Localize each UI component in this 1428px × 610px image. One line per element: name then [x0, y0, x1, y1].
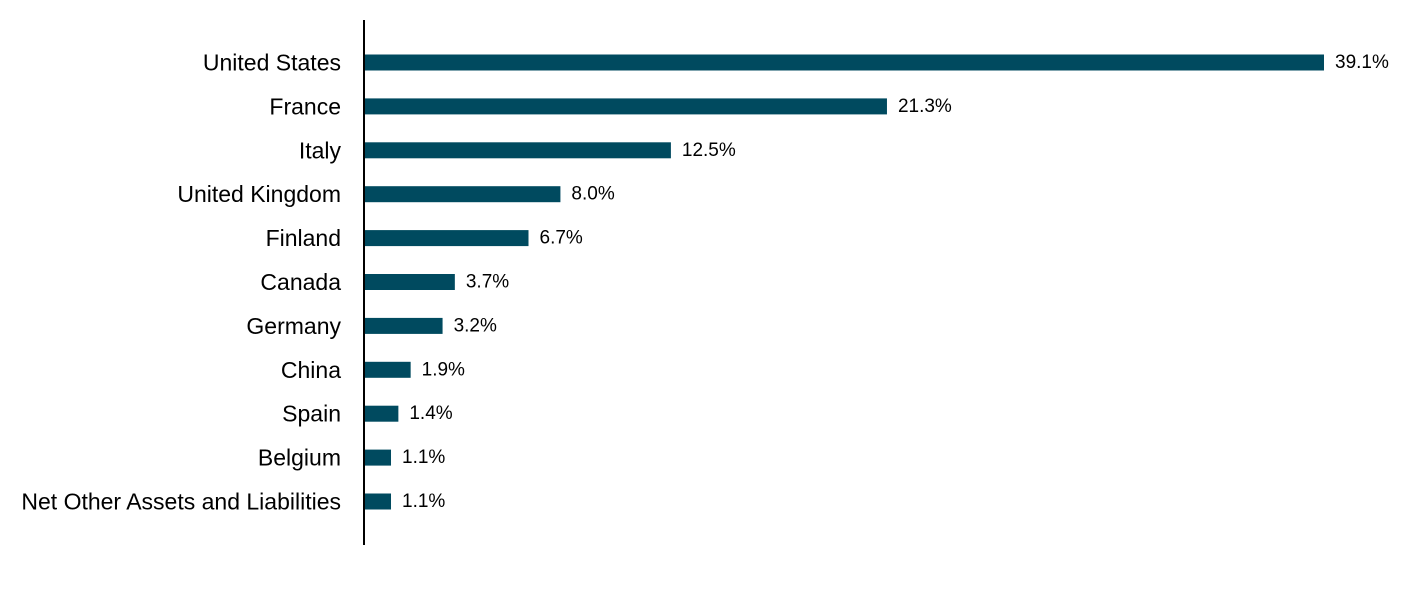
category-label: China	[281, 357, 341, 383]
category-label: United Kingdom	[177, 181, 341, 207]
labels-layer: United States 39.1% France 21.3% Italy 12.5% U…	[21, 50, 1389, 515]
bar-net-other-assets-and-liabilities	[364, 493, 392, 510]
value-label: 39.1%	[1335, 52, 1389, 73]
bar-germany	[364, 317, 443, 334]
bar-italy	[364, 142, 671, 159]
category-label: United States	[203, 50, 341, 76]
category-label: Germany	[246, 313, 341, 339]
bar-china	[364, 361, 411, 378]
bar-united-kingdom	[364, 186, 561, 203]
category-label: Net Other Assets and Liabilities	[21, 489, 341, 515]
category-label: Canada	[260, 269, 341, 295]
value-label: 21.3%	[898, 96, 952, 117]
bars-layer	[364, 54, 1324, 510]
value-label: 6.7%	[540, 228, 583, 249]
value-label: 1.9%	[422, 359, 465, 380]
value-label: 12.5%	[682, 140, 736, 161]
bar-france	[364, 98, 887, 115]
bar-belgium	[364, 449, 392, 466]
category-label: Spain	[282, 401, 341, 427]
value-label: 1.1%	[402, 491, 445, 512]
category-label: Finland	[266, 225, 341, 251]
category-label: Belgium	[258, 445, 341, 471]
bar-spain	[364, 405, 399, 422]
bar-finland	[364, 230, 529, 247]
value-label: 3.7%	[466, 272, 509, 293]
value-label: 1.4%	[409, 403, 452, 424]
category-label: Italy	[299, 137, 342, 163]
category-label: France	[269, 93, 341, 119]
bar-canada	[364, 274, 455, 290]
value-label: 8.0%	[571, 184, 614, 205]
bar-united-states	[364, 54, 1324, 71]
value-label: 1.1%	[402, 447, 445, 468]
value-label: 3.2%	[454, 315, 497, 336]
